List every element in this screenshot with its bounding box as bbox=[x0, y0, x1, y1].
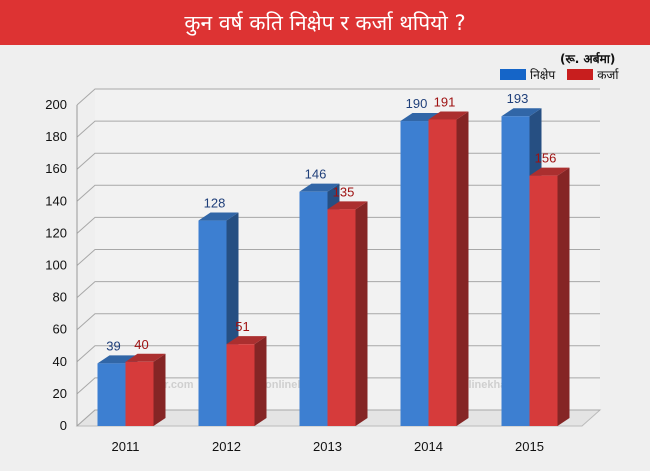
y-axis: 0 20 40 60 80 100 120 140 160 180 200 bbox=[45, 97, 78, 433]
bar-side-loan bbox=[557, 167, 570, 426]
bar-deposit bbox=[198, 220, 227, 426]
y-tick-label: 40 bbox=[53, 354, 67, 369]
data-label-deposit: 193 bbox=[507, 91, 529, 106]
bar-loan bbox=[226, 344, 255, 426]
chart-title: कुन वर्ष कति निक्षेप र कर्जा थपियो ? bbox=[0, 0, 650, 45]
y-tick-label: 100 bbox=[45, 258, 67, 273]
y-tick-label: 0 bbox=[60, 418, 67, 433]
legend-label-loan: कर्जा bbox=[597, 68, 619, 82]
y-tick-label: 60 bbox=[53, 322, 67, 337]
data-label-loan: 156 bbox=[535, 151, 557, 166]
bar-top-loan bbox=[428, 111, 469, 120]
bar-deposit bbox=[400, 121, 429, 427]
data-label-loan: 135 bbox=[333, 184, 355, 199]
y-tick-label: 180 bbox=[45, 129, 67, 144]
legend-item-loan: कर्जा bbox=[567, 66, 618, 83]
data-label-deposit: 190 bbox=[406, 96, 428, 111]
y-tick-label: 120 bbox=[45, 225, 67, 240]
chart-labels: 39 40 2011 128 51 2012 146 135 2013 190 191 2014 193… bbox=[106, 91, 556, 454]
data-label-loan: 191 bbox=[434, 94, 456, 109]
x-tick-label: 2014 bbox=[414, 439, 443, 454]
gridline bbox=[76, 88, 600, 106]
bar-top-deposit bbox=[299, 183, 340, 192]
data-label-deposit: 39 bbox=[106, 338, 120, 353]
data-label-loan: 40 bbox=[134, 337, 148, 352]
bar-side-loan bbox=[355, 201, 368, 426]
bar-loan bbox=[327, 209, 356, 426]
y-tick-label: 80 bbox=[53, 290, 67, 305]
legend-label-deposit: निक्षेप bbox=[530, 68, 556, 82]
bar-top-loan bbox=[125, 353, 166, 362]
bar-deposit bbox=[501, 116, 530, 427]
x-tick-label: 2015 bbox=[515, 439, 544, 454]
legend-swatch-deposit bbox=[500, 69, 526, 80]
bar-top-loan bbox=[327, 201, 368, 210]
bar-loan bbox=[529, 175, 558, 426]
data-label-deposit: 146 bbox=[305, 167, 327, 182]
y-tick-label: 20 bbox=[53, 386, 67, 401]
chart-bars bbox=[97, 108, 570, 427]
bar-side-loan bbox=[254, 336, 267, 426]
x-tick-label: 2013 bbox=[313, 439, 342, 454]
bar-deposit bbox=[299, 191, 328, 426]
bar-loan bbox=[428, 119, 457, 426]
bar-side-loan bbox=[456, 111, 469, 426]
data-label-loan: 51 bbox=[235, 319, 249, 334]
data-label-deposit: 128 bbox=[204, 196, 226, 211]
legend: निक्षेप कर्जा bbox=[500, 66, 618, 83]
chart-title-text: कुन वर्ष कति निक्षेप र कर्जा थपियो ? bbox=[184, 10, 466, 35]
x-tick-label: 2011 bbox=[112, 439, 140, 454]
y-tick-label: 200 bbox=[45, 97, 67, 112]
bar-loan bbox=[125, 361, 154, 426]
legend-swatch-loan bbox=[567, 69, 594, 80]
y-tick-label: 160 bbox=[45, 161, 67, 176]
bar-deposit bbox=[97, 363, 126, 426]
bar-top-loan bbox=[226, 336, 267, 345]
x-tick-label: 2012 bbox=[212, 439, 241, 454]
unit-note: (रू. अर्बमा) bbox=[560, 52, 616, 66]
bar-top-loan bbox=[529, 167, 570, 176]
y-tick-label: 140 bbox=[45, 193, 67, 208]
bar-side-loan bbox=[153, 353, 166, 426]
bar-top-deposit bbox=[198, 212, 239, 221]
bar-top-deposit bbox=[501, 108, 542, 117]
legend-item-deposit: निक्षेप bbox=[500, 66, 555, 83]
